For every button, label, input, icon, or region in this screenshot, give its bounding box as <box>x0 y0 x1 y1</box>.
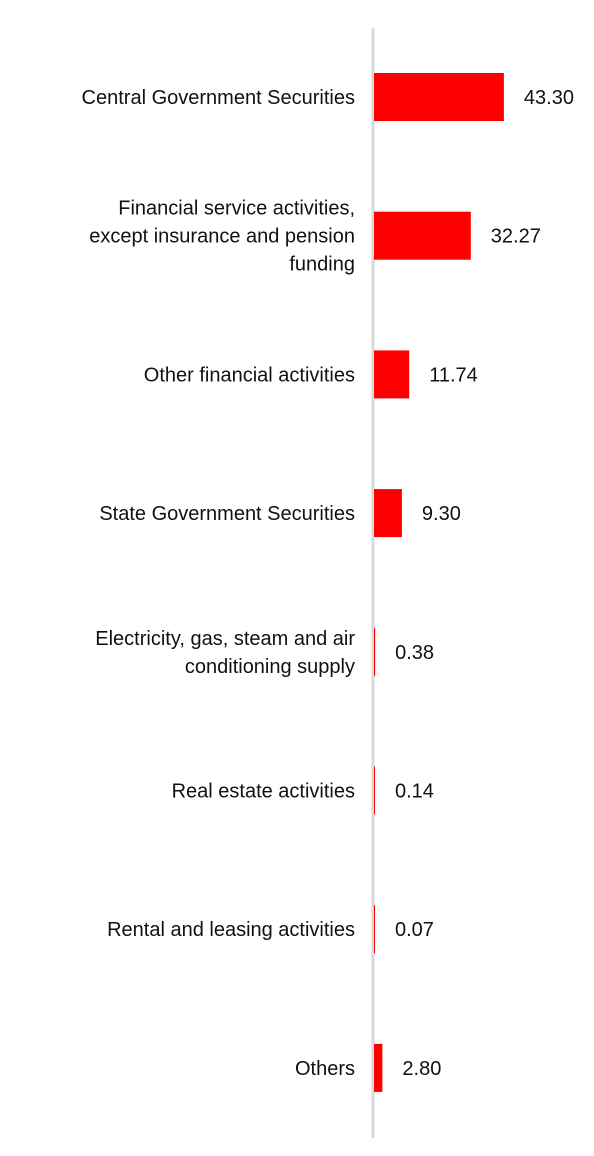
category-label-3: State Government Securities <box>99 503 355 525</box>
category-label-0-line-0: Central Government Securities <box>82 87 355 109</box>
category-label-4-line-0: Electricity, gas, steam and air <box>95 628 355 650</box>
bar-2 <box>374 350 410 399</box>
bars-group <box>374 73 504 1092</box>
value-label-6: 0.07 <box>395 919 434 941</box>
value-label-5: 0.14 <box>395 781 434 803</box>
category-label-1-line-0: Financial service activities, <box>118 198 355 220</box>
category-label-1: Financial service activities, except insu… <box>89 198 355 276</box>
bar-6 <box>374 905 375 954</box>
value-label-1: 32.27 <box>491 226 541 248</box>
category-label-3-line-0: State Government Securities <box>99 503 355 525</box>
bar-7 <box>374 1043 383 1092</box>
bar-1 <box>374 211 471 260</box>
category-label-7-line-0: Others <box>295 1058 355 1080</box>
bar-4 <box>374 627 376 676</box>
value-label-7: 2.80 <box>402 1058 441 1080</box>
value-label-0: 43.30 <box>524 87 574 109</box>
category-label-4-line-1: conditioning supply <box>185 656 355 678</box>
category-label-2-line-0: Other financial activities <box>144 364 355 386</box>
value-labels: 43.30 32.27 11.74 9.30 0.38 0.14 0.07 2.80 <box>395 87 574 1080</box>
category-label-1-line-2: funding <box>289 254 355 276</box>
category-label-6: Rental and leasing activities <box>107 919 355 941</box>
value-label-4: 0.38 <box>395 642 434 664</box>
bar-5 <box>374 766 375 815</box>
category-label-0: Central Government Securities <box>82 87 355 109</box>
bar-0 <box>374 73 504 121</box>
value-label-2: 11.74 <box>429 364 478 386</box>
category-labels: Central Government Securities Financial s… <box>82 87 356 1080</box>
category-label-7: Others <box>295 1058 355 1080</box>
category-label-4: Electricity, gas, steam and air condition… <box>95 628 355 678</box>
category-label-2: Other financial activities <box>144 364 355 386</box>
category-label-6-line-0: Rental and leasing activities <box>107 919 355 941</box>
value-label-3: 9.30 <box>422 503 461 525</box>
category-label-1-line-1: except insurance and pension <box>89 226 355 248</box>
category-label-5: Real estate activities <box>172 781 355 803</box>
bar-3 <box>374 489 402 538</box>
category-label-5-line-0: Real estate activities <box>172 781 355 803</box>
